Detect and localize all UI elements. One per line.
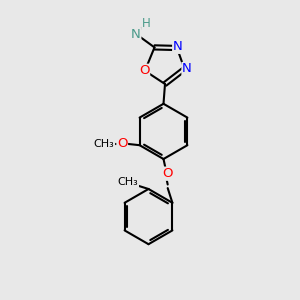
Text: O: O <box>162 167 172 180</box>
Text: N: N <box>182 62 192 76</box>
Text: N: N <box>131 28 141 41</box>
Text: N: N <box>173 40 182 53</box>
Text: H: H <box>142 17 151 30</box>
Text: CH₃: CH₃ <box>118 177 139 188</box>
Text: O: O <box>117 137 128 150</box>
Text: O: O <box>139 64 150 77</box>
Text: CH₃: CH₃ <box>94 139 115 149</box>
